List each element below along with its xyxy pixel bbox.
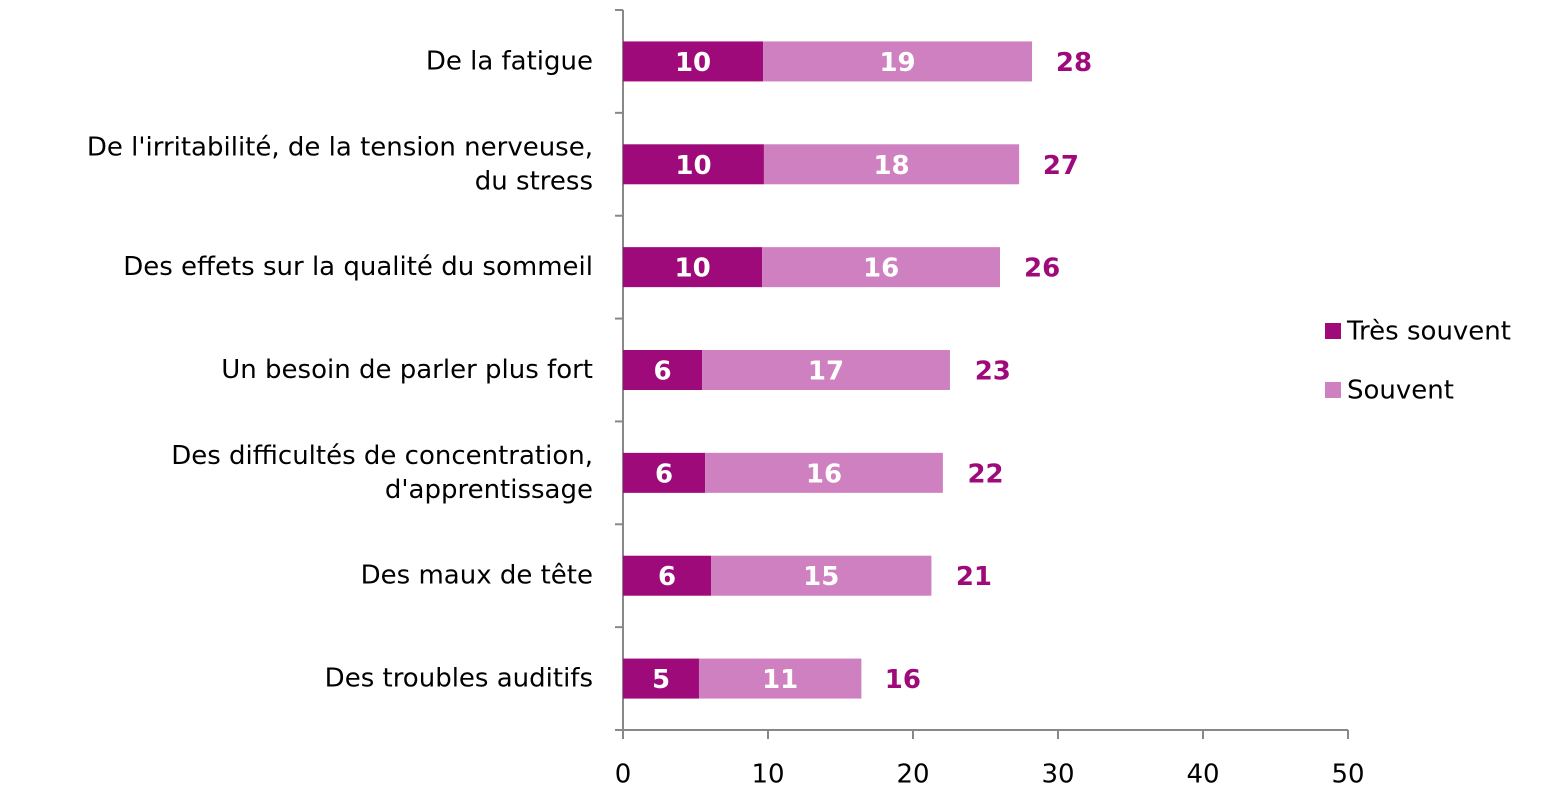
category-line: Un besoin de parler plus fort [221, 355, 593, 385]
total-label: 23 [975, 357, 1011, 387]
total-label: 28 [1056, 48, 1092, 78]
data-label: 18 [873, 151, 909, 181]
bar-segment [763, 144, 1020, 185]
category-line: Des troubles auditifs [325, 663, 593, 693]
total-label: 26 [1024, 254, 1060, 284]
legend-label: Très souvent [1346, 317, 1511, 347]
data-label: 15 [803, 562, 839, 592]
category-line: Des maux de tête [361, 560, 593, 590]
bar-segment [623, 350, 703, 390]
legend-swatch [1325, 382, 1341, 398]
data-label: 10 [675, 48, 711, 78]
bar-segment [623, 144, 764, 185]
data-label: 6 [655, 459, 673, 489]
x-tick-label: 40 [1186, 760, 1219, 785]
bar-segment [702, 350, 950, 390]
total-label: 27 [1043, 151, 1079, 181]
total-label: 16 [885, 665, 921, 695]
bar-segment [711, 555, 932, 596]
category-label: De la fatigue [426, 46, 593, 76]
category-line: d'apprentissage [385, 474, 593, 504]
x-tick-label: 10 [751, 760, 784, 785]
legend-swatch [1325, 323, 1341, 339]
bar-segment [763, 41, 1033, 82]
category-line: Des effets sur la qualité du sommeil [123, 252, 593, 282]
data-label: 16 [863, 254, 899, 284]
category-line: De la fatigue [426, 46, 593, 76]
x-tick-label: 30 [1041, 760, 1074, 785]
category-label: Des difficultés de concentration, d'appre… [171, 440, 593, 504]
total-label: 22 [967, 459, 1003, 489]
total-label: 21 [956, 562, 992, 592]
bar-segment [623, 452, 706, 493]
x-tick-label: 20 [896, 760, 929, 785]
bar-segment [762, 247, 1000, 288]
x-tick-label: 50 [1331, 760, 1364, 785]
bar-segment [623, 658, 699, 699]
data-label: 17 [808, 357, 844, 387]
data-label: 6 [658, 562, 676, 592]
category-line: Des difficultés de concentration, [171, 440, 593, 470]
bar-segment [623, 555, 712, 596]
bar-segment [705, 452, 943, 493]
x-tick-label: 0 [615, 760, 632, 785]
bar-segment [698, 658, 862, 699]
category-line: du stress [475, 166, 593, 196]
category-label: Des maux de tête [361, 560, 593, 590]
bar-segment [623, 41, 764, 82]
category-label: Des effets sur la qualité du sommeil [123, 252, 593, 282]
category-label: Un besoin de parler plus fort [221, 355, 593, 385]
legend-label: Souvent [1347, 376, 1454, 406]
data-label: 19 [879, 48, 915, 78]
data-label: 10 [675, 151, 711, 181]
data-label: 16 [806, 459, 842, 489]
category-label: Des troubles auditifs [325, 663, 593, 693]
category-label: De l'irritabilité, de la tension nerveus… [87, 132, 593, 196]
bar-segment [623, 247, 763, 288]
category-line: De l'irritabilité, de la tension nerveus… [87, 132, 593, 162]
data-label: 6 [653, 357, 671, 387]
data-label: 5 [652, 665, 670, 695]
data-label: 11 [762, 665, 798, 695]
data-label: 10 [675, 254, 711, 284]
